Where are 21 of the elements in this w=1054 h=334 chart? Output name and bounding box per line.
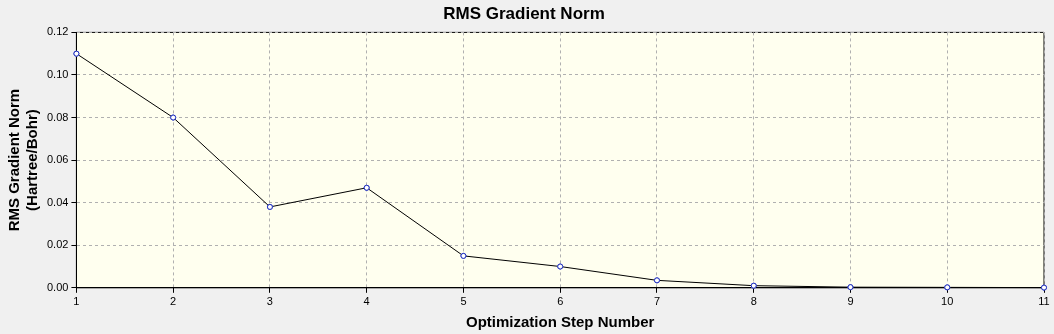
y-tick-label: 0.10: [46, 68, 69, 80]
x-tick-label: 4: [363, 295, 370, 308]
x-tick-label: 7: [653, 295, 661, 308]
x-tick-label: 5: [460, 295, 467, 308]
x-tick-label: 3: [266, 295, 273, 308]
y-tick-label: 0.12: [46, 25, 69, 38]
y-tick-label: 0.00: [46, 280, 69, 293]
y-tick-label: 0.02: [46, 238, 69, 251]
x-tick-label: 2: [170, 295, 177, 308]
x-tick-label: 6: [557, 295, 564, 308]
x-tick-label: 10: [941, 295, 954, 308]
x-tick-label: 1: [73, 295, 80, 308]
y-tick-label: 0.06: [46, 153, 69, 166]
x-tick-label: 9: [847, 295, 854, 308]
x-tick-label: 8: [750, 295, 757, 308]
y-tick-label: 0.08: [46, 110, 69, 123]
chart-title: RMS Gradient Norm: [443, 3, 605, 23]
x-axis-title: Optimization Step Number: [466, 313, 655, 331]
x-tick-label: 11: [1038, 295, 1050, 308]
y-axis-title: RMS Gradient Norm (Hartree/Bohr): [5, 88, 41, 232]
y-tick-label: 0.04: [46, 195, 69, 208]
